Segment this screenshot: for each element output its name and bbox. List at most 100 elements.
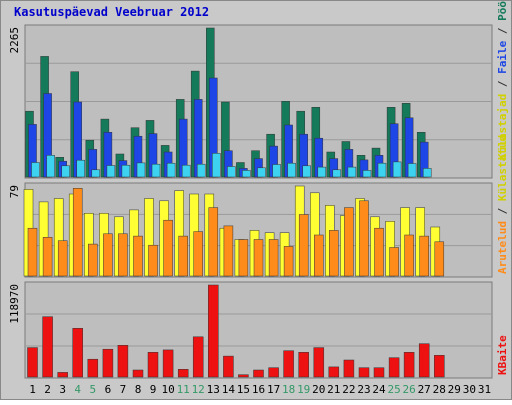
bar-arutelud-day-26	[404, 234, 414, 277]
panel-legend: Arutelud / Külastatud	[496, 135, 509, 274]
x-tick-label: 22	[342, 383, 355, 396]
bar-k-lastajad-day-26	[407, 163, 417, 178]
x-tick-label: 16	[252, 383, 265, 396]
bar-arutelud-day-3	[57, 240, 68, 277]
bar-arutelud-day-6	[103, 233, 113, 277]
bar-arutelud-day-22	[344, 207, 354, 277]
bar-arutelud-day-17	[268, 239, 279, 277]
legend-item: /	[496, 201, 509, 221]
bar-k-lastajad-day-11	[181, 164, 191, 178]
x-tick-label: 21	[327, 383, 340, 396]
bar-kbaite-day-7	[117, 345, 129, 378]
bar-arutelud-day-12	[193, 231, 203, 277]
legend-item: /	[496, 21, 509, 41]
bar-k-lastajad-day-21	[332, 169, 342, 178]
bar-arutelud-day-15	[238, 239, 249, 277]
bar-kbaite-day-13	[208, 284, 219, 378]
bar-k-lastajad-day-13	[212, 153, 221, 178]
bar-arutelud-day-16	[253, 239, 264, 277]
legend-item: Faile	[496, 40, 509, 73]
bar-arutelud-day-10	[163, 219, 173, 277]
legend-item: Pöördumisi	[496, 0, 509, 21]
bar-arutelud-day-8	[133, 235, 143, 277]
bar-arutelud-day-19	[298, 214, 309, 277]
bar-k-lastajad-day-12	[196, 163, 206, 178]
legend-item: KBaite	[496, 335, 509, 375]
panel-legend: KBaite	[496, 335, 509, 375]
bar-arutelud-day-4	[72, 188, 83, 277]
bar-kbaite-day-25	[388, 357, 400, 378]
x-tick-label: 23	[357, 383, 370, 396]
bar-arutelud-day-28	[434, 241, 445, 277]
bar-kbaite-day-26	[403, 352, 415, 378]
bar-k-lastajad-day-2	[46, 155, 55, 178]
bar-k-lastajad-day-8	[136, 162, 146, 178]
bar-k-lastajad-day-22	[347, 166, 357, 178]
x-tick-label: 28	[433, 383, 446, 396]
bar-k-lastajad-day-10	[166, 162, 176, 178]
panel-max-label: 118970	[8, 284, 21, 324]
bar-k-lastajad-day-17	[272, 164, 281, 178]
bar-kbaite-day-1	[27, 347, 38, 378]
legend-item: /	[496, 74, 509, 94]
x-tick-label: 30	[463, 383, 476, 396]
bar-k-lastajad-day-24	[377, 162, 387, 178]
x-tick-label: 9	[150, 383, 157, 396]
legend-item: Arutelud	[496, 221, 509, 274]
bar-kbaite-day-21	[328, 366, 340, 378]
bar-kbaite-day-24	[373, 367, 385, 378]
bar-k-lastajad-day-5	[91, 169, 101, 178]
x-tick-label: 25	[387, 383, 400, 396]
x-tick-label: 13	[207, 383, 220, 396]
x-tick-label: 19	[297, 383, 310, 396]
bar-k-lastajad-day-1	[31, 162, 40, 178]
bar-k-lastajad-day-23	[362, 170, 372, 178]
x-tick-label: 3	[59, 383, 66, 396]
x-tick-label: 12	[192, 383, 205, 396]
panel-legend: Külastajad / Faile / Pöördumisi	[496, 0, 509, 160]
x-tick-label: 27	[418, 383, 431, 396]
bar-arutelud-day-5	[88, 243, 98, 277]
bar-arutelud-day-25	[389, 247, 399, 277]
x-tick-label: 11	[177, 383, 190, 396]
x-tick-label: 5	[89, 383, 96, 396]
bar-kbaite-day-16	[253, 369, 264, 378]
x-tick-label: 2	[44, 383, 51, 396]
panel-1: 2265 Külastajad / Faile / Pöördumisi	[8, 0, 509, 179]
bar-kbaite-day-2	[42, 316, 53, 378]
x-axis-labels: 1 2 3 4 5 6 7 8 9 10 11 12 13 14 15 16 17 18 19 20 21 22 23 24 2…	[29, 383, 491, 396]
bar-kbaite-day-17	[268, 367, 279, 378]
bar-kbaite-day-4	[72, 328, 83, 378]
x-tick-label: 17	[267, 383, 280, 396]
x-tick-label: 14	[222, 383, 236, 396]
bar-k-lastajad-day-6	[106, 165, 116, 178]
bar-arutelud-day-18	[283, 246, 294, 277]
x-tick-label: 29	[448, 383, 461, 396]
bar-arutelud-day-2	[42, 237, 53, 277]
x-tick-label: 8	[135, 383, 142, 396]
bar-arutelud-day-14	[223, 225, 234, 277]
bar-k-lastajad-day-25	[392, 161, 402, 178]
x-tick-label: 6	[105, 383, 112, 396]
bar-arutelud-day-23	[359, 200, 369, 277]
bar-k-lastajad-day-14	[227, 166, 236, 178]
bar-kbaite-day-18	[283, 350, 294, 378]
x-tick-label: 26	[402, 383, 415, 396]
bar-kbaite-day-3	[57, 372, 68, 378]
x-tick-label: 20	[312, 383, 325, 396]
x-tick-label: 18	[282, 383, 295, 396]
legend-item: Külastatud	[496, 135, 509, 201]
x-tick-label: 7	[120, 383, 127, 396]
bar-arutelud-day-21	[329, 230, 339, 277]
bar-kbaite-day-22	[343, 359, 355, 378]
bar-kbaite-day-20	[313, 347, 325, 378]
bar-kbaite-day-23	[358, 367, 370, 378]
bar-arutelud-day-11	[178, 235, 188, 277]
bar-kbaite-day-15	[238, 374, 249, 378]
panel-max-label: 2265	[8, 27, 21, 54]
bar-kbaite-day-8	[132, 369, 144, 378]
bar-kbaite-day-19	[298, 352, 309, 378]
legend-item: Külastajad	[496, 94, 509, 160]
